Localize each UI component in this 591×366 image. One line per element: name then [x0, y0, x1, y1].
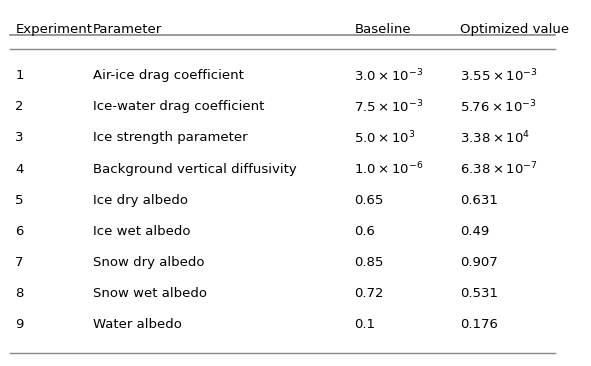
Text: 7: 7 [15, 256, 24, 269]
Text: 0.531: 0.531 [460, 287, 498, 300]
Text: Ice-water drag coefficient: Ice-water drag coefficient [93, 100, 265, 113]
Text: $1.0\times10^{-6}$: $1.0\times10^{-6}$ [355, 161, 424, 178]
Text: $3.0\times10^{-3}$: $3.0\times10^{-3}$ [355, 67, 424, 84]
Text: 0.49: 0.49 [460, 225, 489, 238]
Text: $3.38\times10^{4}$: $3.38\times10^{4}$ [460, 130, 530, 146]
Text: 4: 4 [15, 163, 24, 176]
Text: 0.1: 0.1 [355, 318, 375, 331]
Text: Optimized value: Optimized value [460, 23, 569, 36]
Text: 0.907: 0.907 [460, 256, 498, 269]
Text: Experiment: Experiment [15, 23, 92, 36]
Text: 9: 9 [15, 318, 24, 331]
Text: $5.76\times10^{-3}$: $5.76\times10^{-3}$ [460, 98, 537, 115]
Text: 0.6: 0.6 [355, 225, 375, 238]
Text: $5.0\times10^{3}$: $5.0\times10^{3}$ [355, 130, 416, 146]
Text: Ice strength parameter: Ice strength parameter [93, 131, 248, 145]
Text: Snow wet albedo: Snow wet albedo [93, 287, 207, 300]
Text: Baseline: Baseline [355, 23, 411, 36]
Text: Parameter: Parameter [93, 23, 163, 36]
Text: 8: 8 [15, 287, 24, 300]
Text: 5: 5 [15, 194, 24, 207]
Text: 0.72: 0.72 [355, 287, 384, 300]
Text: 3: 3 [15, 131, 24, 145]
Text: Background vertical diffusivity: Background vertical diffusivity [93, 163, 297, 176]
Text: 2: 2 [15, 100, 24, 113]
Text: Ice wet albedo: Ice wet albedo [93, 225, 191, 238]
Text: $7.5\times10^{-3}$: $7.5\times10^{-3}$ [355, 98, 424, 115]
Text: Water albedo: Water albedo [93, 318, 182, 331]
Text: 6: 6 [15, 225, 24, 238]
Text: 0.65: 0.65 [355, 194, 384, 207]
Text: 0.85: 0.85 [355, 256, 384, 269]
Text: $6.38\times10^{-7}$: $6.38\times10^{-7}$ [460, 161, 538, 178]
Text: 1: 1 [15, 69, 24, 82]
Text: Air-ice drag coefficient: Air-ice drag coefficient [93, 69, 244, 82]
Text: 0.176: 0.176 [460, 318, 498, 331]
Text: 0.631: 0.631 [460, 194, 498, 207]
Text: Ice dry albedo: Ice dry albedo [93, 194, 188, 207]
Text: $3.55\times10^{-3}$: $3.55\times10^{-3}$ [460, 67, 538, 84]
Text: Snow dry albedo: Snow dry albedo [93, 256, 204, 269]
